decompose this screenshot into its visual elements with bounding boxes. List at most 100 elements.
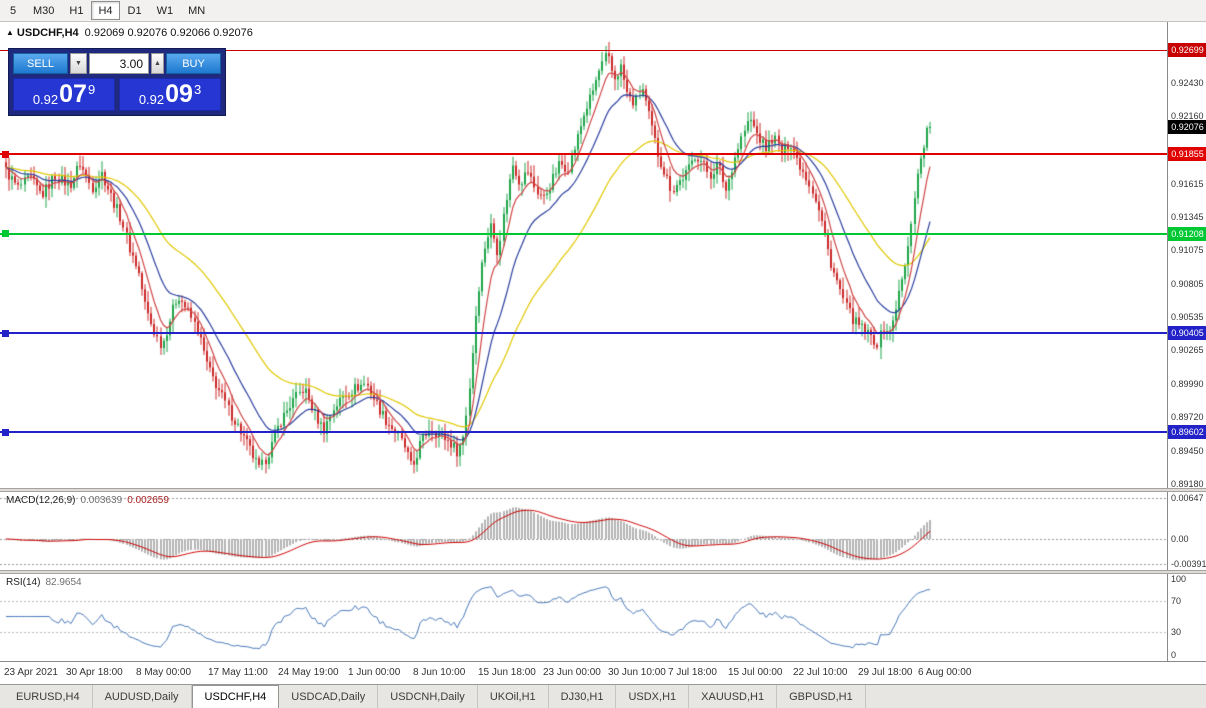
sell-button[interactable]: SELL: [13, 53, 68, 74]
price-line-0.91855[interactable]: [0, 153, 1167, 156]
price-line-handle[interactable]: [2, 329, 9, 337]
price-level-badge: 0.90405: [1168, 326, 1206, 340]
buy-price-display[interactable]: 0.92 09 3: [119, 78, 221, 111]
timeframe-button-mn[interactable]: MN: [188, 4, 206, 17]
timeframe-button-w1[interactable]: W1: [156, 4, 174, 17]
price-tick: 0.89720: [1171, 412, 1204, 422]
sell-price-display[interactable]: 0.92 07 9: [13, 78, 115, 111]
chart-tab-usdcad-daily[interactable]: USDCAD,Daily: [279, 685, 379, 708]
price-line-handle[interactable]: [2, 230, 9, 238]
price-tick: 0.92160: [1171, 111, 1204, 121]
sell-price-base: 0.92: [32, 91, 59, 107]
time-tick: 22 Jul 10:00: [793, 667, 848, 678]
price-line-0.91208[interactable]: [0, 232, 1167, 235]
price-line-handle[interactable]: [2, 428, 9, 436]
macd-value-main: 0.003639: [80, 495, 123, 506]
time-tick: 17 May 11:00: [208, 667, 268, 678]
rsi-title: RSI(14): [6, 577, 41, 588]
rsi-panel-resize-handle[interactable]: [0, 570, 1206, 574]
chart-tab-eurusd-h4[interactable]: EURUSD,H4: [4, 685, 93, 708]
rsi-tick: 100: [1171, 574, 1187, 584]
chart-tab-usdx-h1[interactable]: USDX,H1: [616, 685, 690, 708]
sell-price-big: 07: [59, 80, 87, 108]
price-axis[interactable]: 0.92699 0.91855 0.91208 0.90405 0.89602 0.920…: [1167, 22, 1206, 661]
chart-tab-dj30-h1[interactable]: DJ30,H1: [549, 685, 617, 708]
chart-title: ▲ USDCHF,H4 0.92069 0.92076 0.92066 0.9207…: [6, 27, 253, 39]
time-tick: 8 May 00:00: [136, 667, 192, 678]
sell-price-sup: 9: [87, 81, 96, 97]
macd-tick: 0.00: [1171, 534, 1189, 544]
chart-symbol: USDCHF,H4: [16, 27, 79, 39]
current-price-badge: 0.92076: [1168, 120, 1206, 134]
chart-tabbar: EURUSD,H4 AUDUSD,Daily USDCHF,H4 USDCAD,Dai…: [0, 684, 1206, 708]
macd-tick: 0.00647: [1171, 493, 1204, 503]
chart-tab-gbpusd-h1[interactable]: GBPUSD,H1: [777, 685, 866, 708]
one-click-trade-panel: SELL ▼ ▲ BUY 0.92 07 9 0.92 09 3: [8, 48, 226, 116]
macd-tick: -0.00391: [1171, 559, 1206, 569]
price-level-badge: 0.89602: [1168, 425, 1206, 439]
time-tick: 8 Jun 10:00: [413, 667, 466, 678]
macd-label: MACD(12,26,9) 0.003639 0.002659: [6, 495, 169, 506]
timeframe-button-d1[interactable]: D1: [127, 4, 142, 17]
timeframe-toolbar: 5 M30 H1 H4 D1 W1 MN: [0, 0, 1206, 22]
time-tick: 23 Jun 00:00: [543, 667, 601, 678]
rsi-value: 82.9654: [45, 577, 82, 588]
volume-spin-up-icon[interactable]: ▲: [151, 53, 164, 74]
price-level-badge: 0.92699: [1168, 43, 1206, 57]
price-tick: 0.91615: [1171, 179, 1204, 189]
time-tick: 30 Apr 18:00: [66, 667, 123, 678]
price-tick: 0.89180: [1171, 479, 1204, 489]
macd-canvas[interactable]: [0, 492, 1167, 570]
price-line-0.92699[interactable]: [0, 49, 1167, 51]
price-tick: 0.92430: [1171, 78, 1204, 88]
buy-price-big: 09: [165, 80, 193, 108]
time-tick: 23 Apr 2021: [4, 667, 58, 678]
price-line-handle[interactable]: [2, 150, 9, 158]
timeframe-button-5[interactable]: 5: [9, 4, 17, 17]
chart-ohlc-values: 0.92069 0.92076 0.92066 0.92076: [84, 27, 253, 39]
price-tick: 0.90265: [1171, 345, 1204, 355]
buy-button[interactable]: BUY: [166, 53, 221, 74]
time-tick: 29 Jul 18:00: [858, 667, 913, 678]
chart-tab-usdcnh-daily[interactable]: USDCNH,Daily: [378, 685, 478, 708]
time-tick: 1 Jun 00:00: [348, 667, 401, 678]
price-line-0.89602[interactable]: [0, 431, 1167, 433]
chart-area: ▲ USDCHF,H4 0.92069 0.92076 0.92066 0.9207…: [0, 22, 1206, 684]
macd-panel-resize-handle[interactable]: [0, 488, 1206, 492]
timeframe-button-h4[interactable]: H4: [91, 1, 120, 20]
price-tick: 0.91075: [1171, 245, 1204, 255]
rsi-canvas[interactable]: [0, 574, 1167, 661]
time-tick: 30 Jun 10:00: [608, 667, 666, 678]
collapse-icon: ▲: [6, 28, 14, 37]
rsi-label: RSI(14) 82.9654: [6, 577, 82, 588]
macd-title: MACD(12,26,9): [6, 495, 76, 506]
price-tick: 0.89990: [1171, 379, 1204, 389]
price-level-badge: 0.91208: [1168, 227, 1206, 241]
price-tick: 0.90535: [1171, 312, 1204, 322]
rsi-tick: 0: [1171, 650, 1177, 660]
macd-value-signal: 0.002659: [127, 495, 169, 506]
time-tick: 6 Aug 00:00: [918, 667, 972, 678]
rsi-tick: 70: [1171, 596, 1182, 606]
time-axis[interactable]: 23 Apr 2021 30 Apr 18:00 8 May 00:00 17 May…: [0, 661, 1206, 684]
price-tick: 0.90805: [1171, 279, 1204, 289]
chart-tab-usdchf-h4[interactable]: USDCHF,H4: [191, 685, 280, 708]
buy-price-sup: 3: [193, 81, 202, 97]
chart-tab-xauusd-h1[interactable]: XAUUSD,H1: [689, 685, 778, 708]
timeframe-button-m30[interactable]: M30: [33, 4, 55, 17]
volume-dropdown-icon[interactable]: ▼: [70, 53, 87, 74]
price-line-0.90405[interactable]: [0, 332, 1167, 334]
rsi-tick: 30: [1171, 627, 1182, 637]
volume-input[interactable]: [89, 53, 149, 74]
price-level-badge: 0.91855: [1168, 147, 1206, 161]
chart-tab-ukoil-h1[interactable]: UKOil,H1: [478, 685, 549, 708]
price-tick: 0.89450: [1171, 446, 1204, 456]
time-tick: 15 Jul 00:00: [728, 667, 783, 678]
chart-tab-audusd-daily[interactable]: AUDUSD,Daily: [93, 685, 192, 708]
time-tick: 7 Jul 18:00: [668, 667, 717, 678]
timeframe-button-h1[interactable]: H1: [69, 4, 84, 17]
price-tick: 0.91345: [1171, 212, 1204, 222]
buy-price-base: 0.92: [138, 91, 165, 107]
time-tick: 24 May 19:00: [278, 667, 339, 678]
